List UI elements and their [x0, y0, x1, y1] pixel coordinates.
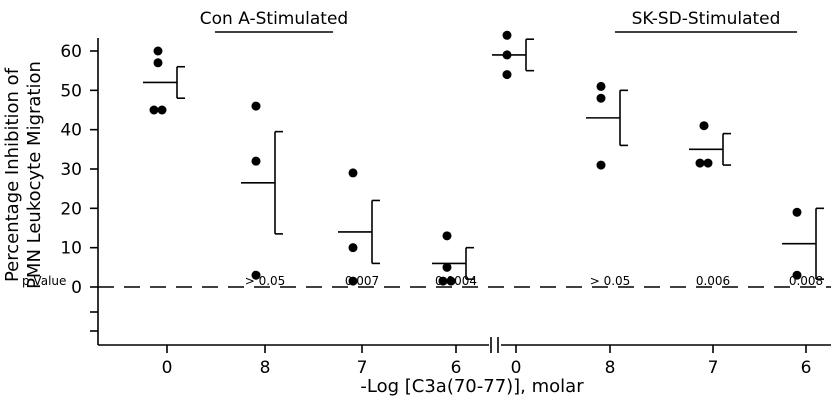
data-point-g0-c0-2: [149, 105, 159, 115]
p-value-g1-c2: 0.006: [696, 274, 730, 288]
y-tick-label-60: 60: [60, 42, 82, 62]
group-title-con-a: Con A-Stimulated: [200, 9, 348, 29]
p-value-g0-c1: > 0.05: [245, 274, 286, 288]
p-value-g0-c2: 0.007: [345, 274, 379, 288]
data-point-g1-c3-0: [792, 207, 802, 217]
x-axis-title: -Log [C3a(70-77)], molar: [360, 376, 584, 397]
data-point-g0-c1-0: [251, 101, 261, 111]
y-tick-label-20: 20: [60, 199, 82, 219]
x-tick-label-g0-c3: 6: [451, 358, 462, 378]
data-point-g0-c0-3: [157, 105, 167, 115]
axes-layer: [90, 31, 831, 353]
x-tick-label-g1-c1: 8: [605, 358, 616, 378]
x-tick-label-g0-c0: 0: [162, 358, 173, 378]
x-tick-label-g1-c2: 7: [708, 358, 719, 378]
data-point-g1-c3-1: [792, 270, 802, 280]
data-point-g0-c3-1: [442, 262, 452, 272]
data-point-g1-c1-1: [596, 93, 606, 103]
y-tick-label-30: 30: [60, 160, 82, 180]
y-axis-title-line-1: Percentage Inhibition of: [2, 67, 23, 282]
data-point-g0-c3-3: [446, 276, 456, 286]
data-point-g0-c3-2: [438, 276, 448, 286]
text-layer: Percentage Inhibition of PMN Leukocyte M…: [2, 9, 823, 397]
data-point-g0-c2-1: [348, 243, 358, 253]
p-value-row-label: p Value: [22, 274, 66, 288]
data-point-g0-c0-1: [153, 58, 163, 68]
p-value-g0-c3: 0.0004: [435, 274, 477, 288]
group-title-sk-sd: SK-SD-Stimulated: [632, 9, 781, 29]
data-point-g0-c2-2: [348, 276, 358, 286]
data-point-g1-c2-1: [695, 158, 705, 168]
data-point-g0-c2-0: [348, 168, 358, 178]
x-tick-label-g1-c3: 6: [801, 358, 812, 378]
x-tick-label-g0-c1: 8: [260, 358, 271, 378]
data-point-g1-c2-0: [699, 121, 709, 131]
y-tick-label-50: 50: [60, 81, 82, 101]
x-tick-label-g0-c2: 7: [357, 358, 368, 378]
y-tick-label-10: 10: [60, 239, 82, 259]
data-point-g1-c0-0: [502, 30, 512, 40]
data-point-g0-c1-2: [251, 270, 261, 280]
y-tick-label-40: 40: [60, 121, 82, 141]
p-value-g1-c3: 0.008: [789, 274, 823, 288]
data-point-g1-c0-2: [502, 70, 512, 80]
data-point-g0-c0-0: [153, 46, 163, 56]
y-axis-title-line-2: PMN Leukocyte Migration: [24, 61, 45, 289]
data-point-g1-c2-2: [703, 158, 713, 168]
p-value-g1-c1: > 0.05: [590, 274, 631, 288]
x-tick-label-g1-c0: 0: [511, 358, 522, 378]
marks-layer: [143, 30, 824, 286]
data-point-g1-c1-0: [596, 81, 606, 91]
data-point-g0-c1-1: [251, 156, 261, 166]
y-tick-label-0: 0: [71, 278, 82, 298]
data-point-g1-c1-2: [596, 160, 606, 170]
data-point-g0-c3-0: [442, 231, 452, 241]
